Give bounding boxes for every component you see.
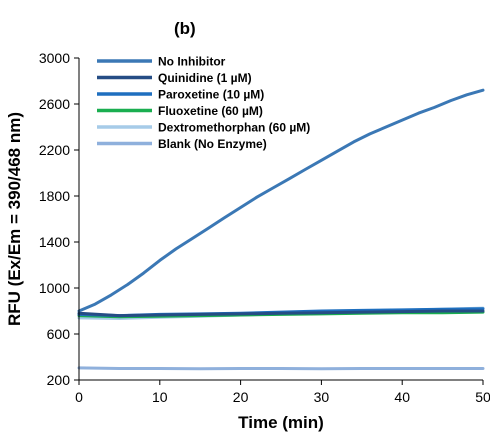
legend-label: Quinidine (1 µM) (158, 71, 252, 85)
x-axis-title: Time (min) (238, 413, 324, 432)
y-tick-label: 2600 (39, 96, 70, 112)
x-tick-label: 10 (152, 389, 168, 405)
legend-label: Dextromethorphan (60 µM) (158, 121, 310, 135)
x-tick-label: 30 (314, 389, 330, 405)
y-tick-label: 600 (47, 326, 71, 342)
y-tick-label: 1000 (39, 280, 70, 296)
series-line-1 (77, 309, 485, 318)
legend-label: Blank (No Enzyme) (158, 137, 267, 151)
legend-label: Paroxetine (10 µM) (158, 88, 264, 102)
y-tick-label: 2200 (39, 142, 70, 158)
legend-label: Fluoxetine (60 µM) (158, 104, 263, 118)
legend-label: No Inhibitor (158, 55, 226, 69)
panel-label: (b) (174, 19, 196, 38)
y-ticks: 200 600 1000 1400 1800 2200 2600 3000 (39, 50, 79, 388)
y-axis-title: RFU (Ex/Em = 390/468 nm) (5, 112, 24, 326)
x-tick-label: 20 (233, 389, 249, 405)
series-line-5 (77, 366, 485, 371)
y-tick-label: 200 (47, 372, 71, 388)
x-tick-label: 40 (394, 389, 410, 405)
series-line-0 (77, 88, 485, 313)
x-tick-label: 0 (75, 389, 83, 405)
plot-lines (77, 88, 485, 371)
legend: No Inhibitor Quinidine (1 µM) Paroxetine (… (97, 55, 310, 151)
y-tick-label: 1400 (39, 234, 70, 250)
x-ticks: 0 10 20 30 40 50 (75, 380, 490, 405)
y-tick-label: 3000 (39, 50, 70, 66)
x-tick-label: 50 (475, 389, 490, 405)
y-tick-label: 1800 (39, 188, 70, 204)
